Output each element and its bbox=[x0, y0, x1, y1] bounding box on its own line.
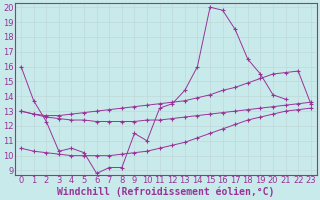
X-axis label: Windchill (Refroidissement éolien,°C): Windchill (Refroidissement éolien,°C) bbox=[57, 187, 275, 197]
